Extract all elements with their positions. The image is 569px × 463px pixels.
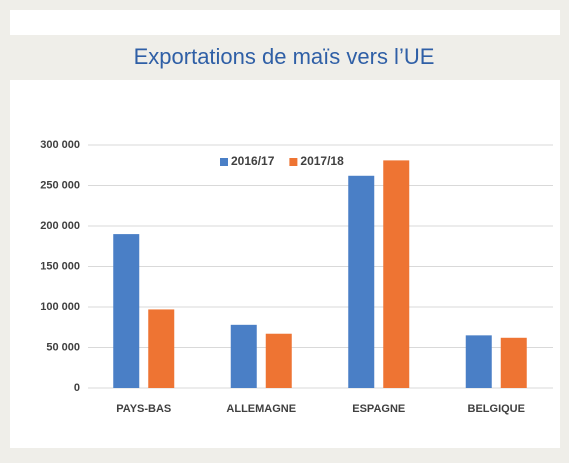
bar [148,309,175,388]
bar [500,337,527,388]
x-tick-label: BELGIQUE [468,403,525,415]
y-tick-label: 0 [74,382,80,394]
legend-label: 2016/17 [231,154,275,168]
legend-label: 2017/18 [300,154,344,168]
plot-panel [10,80,560,448]
y-tick-label: 300 000 [40,139,80,151]
y-tick-label: 150 000 [40,260,80,272]
title-band [10,35,560,77]
chart-title: Exportations de maïs vers l’UE [134,44,435,69]
y-tick-label: 100 000 [40,301,80,313]
y-tick-label: 50 000 [46,341,80,353]
x-tick-label: ALLEMAGNE [226,403,296,415]
top-strip [10,10,560,35]
bar [348,175,375,388]
legend-swatch [289,158,298,166]
x-tick-label: PAYS-BAS [116,403,171,415]
x-tick-label: ESPAGNE [352,403,405,415]
y-tick-label: 250 000 [40,179,80,191]
bar [383,160,410,388]
bar [230,324,257,388]
bar [265,333,292,388]
y-tick-label: 200 000 [40,220,80,232]
legend-swatch [220,158,228,166]
bar [465,335,492,388]
bar [113,234,140,388]
